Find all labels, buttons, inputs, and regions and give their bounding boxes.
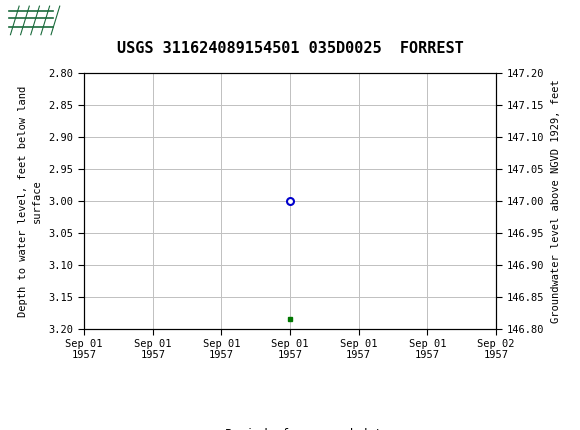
Text: USGS: USGS <box>61 13 97 28</box>
Text: USGS 311624089154501 035D0025  FORREST: USGS 311624089154501 035D0025 FORREST <box>117 41 463 56</box>
Legend: Period of approved data: Period of approved data <box>187 424 393 430</box>
Y-axis label: Depth to water level, feet below land
surface: Depth to water level, feet below land su… <box>18 86 42 316</box>
Y-axis label: Groundwater level above NGVD 1929, feet: Groundwater level above NGVD 1929, feet <box>551 79 561 323</box>
Bar <box>7 5 56 36</box>
